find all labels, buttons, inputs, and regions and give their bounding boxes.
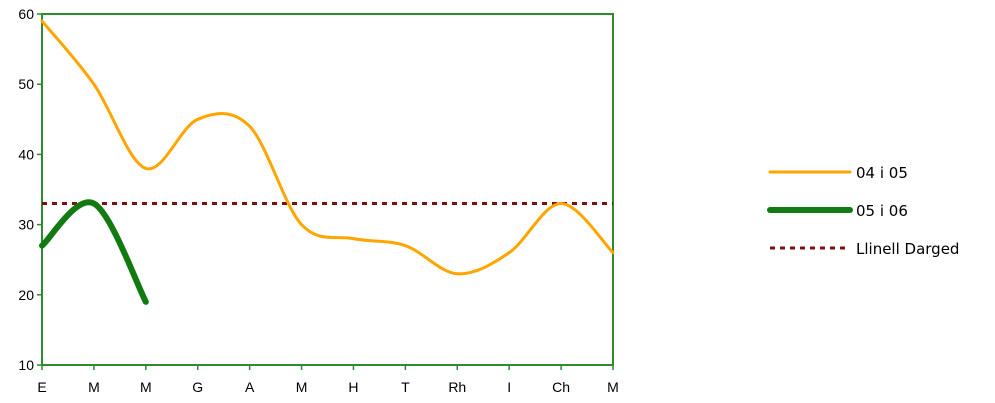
x-tick-label: A [245,379,255,395]
y-tick-label: 20 [18,287,34,303]
y-tick-label: 50 [18,76,34,92]
x-tick-label: E [37,379,46,395]
y-tick-label: 40 [18,146,34,162]
legend: 04 i 05 05 i 06 Llinell Darged [767,164,959,258]
x-tick-label: T [401,379,410,395]
legend-label-05-i-06: 05 i 06 [856,202,908,220]
x-tick-label: Ch [552,379,570,395]
x-tick-label: G [192,379,203,395]
x-tick-label: M [607,379,619,395]
y-tick-label: 10 [18,357,34,373]
y-axis: 10 20 30 40 50 60 [18,6,42,373]
series-line-05-i-06 [39,199,149,305]
legend-label-04-i-05: 04 i 05 [856,164,908,182]
x-tick-label: M [88,379,100,395]
series-layer [39,19,615,305]
plot-area-frame [41,13,614,366]
series-line-04-i-05 [40,19,615,276]
x-tick-label: H [348,379,358,395]
legend-label-llinell-darged: Llinell Darged [856,240,959,258]
x-tick-label: Rh [448,379,466,395]
x-axis: E M M G A M H T Rh I Ch M [37,365,619,395]
y-tick-label: 60 [18,6,34,22]
x-tick-label: M [296,379,308,395]
x-tick-label: M [140,379,152,395]
y-tick-label: 30 [18,217,34,233]
x-tick-label: I [507,379,511,395]
